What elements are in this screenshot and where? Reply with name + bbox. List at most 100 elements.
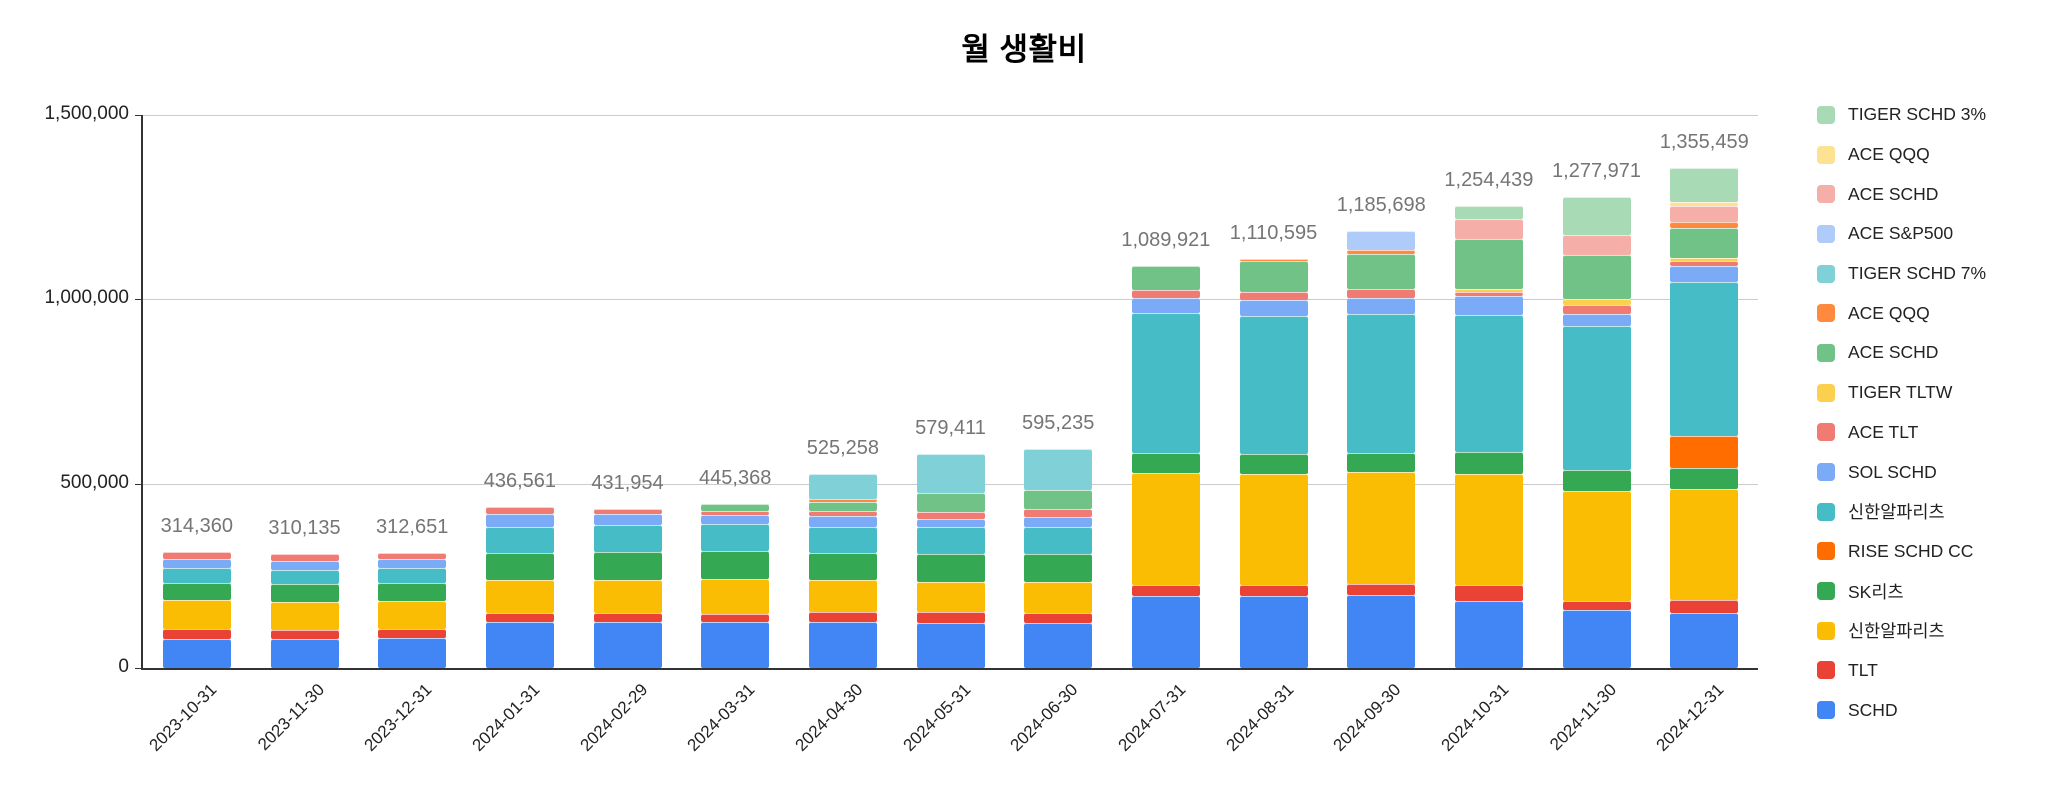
bar-segment[interactable]	[270, 601, 339, 630]
bar-segment[interactable]	[1239, 258, 1308, 262]
bar-segment[interactable]	[1239, 474, 1308, 585]
bar-segment[interactable]	[378, 552, 447, 559]
bar-segment[interactable]	[270, 629, 339, 639]
bar-segment[interactable]	[1131, 584, 1200, 596]
bar-segment[interactable]	[701, 503, 770, 511]
bar-segment[interactable]	[1131, 595, 1200, 668]
bar-segment[interactable]	[1239, 596, 1308, 668]
bar-segment[interactable]	[162, 558, 231, 569]
bar-segment[interactable]	[1562, 235, 1631, 255]
bar-segment[interactable]	[1347, 253, 1416, 290]
bar-segment[interactable]	[1454, 600, 1523, 668]
bar-segment[interactable]	[808, 621, 877, 668]
legend-item[interactable]: RISE SCHD CC	[1817, 532, 1986, 572]
bar-segment[interactable]	[1454, 288, 1523, 293]
legend-item[interactable]: TIGER SCHD 3%	[1817, 95, 1986, 135]
bar-segment[interactable]	[1024, 489, 1093, 509]
bar-segment[interactable]	[1670, 488, 1739, 601]
bar-segment[interactable]	[1670, 206, 1739, 223]
bar-segment[interactable]	[593, 621, 662, 668]
bar-segment[interactable]	[808, 510, 877, 516]
bar-segment[interactable]	[1131, 312, 1200, 454]
bar-segment[interactable]	[1347, 595, 1416, 668]
bar-segment[interactable]	[162, 600, 231, 629]
bar-segment[interactable]	[1670, 600, 1739, 614]
legend-item[interactable]: SK리츠	[1817, 571, 1986, 611]
legend-item[interactable]: ACE QQQ	[1817, 293, 1986, 333]
bar-segment[interactable]	[1024, 622, 1093, 668]
bar-segment[interactable]	[1239, 315, 1308, 455]
bar-segment[interactable]	[485, 527, 554, 554]
bar-segment[interactable]	[1562, 469, 1631, 492]
bar-segment[interactable]	[593, 508, 662, 514]
bar-segment[interactable]	[808, 527, 877, 553]
legend-item[interactable]: TLT	[1817, 651, 1986, 691]
bar-segment[interactable]	[593, 579, 662, 614]
bar-segment[interactable]	[1562, 491, 1631, 601]
legend-item[interactable]: ACE QQQ	[1817, 135, 1986, 175]
bar-segment[interactable]	[1454, 296, 1523, 316]
bar-segment[interactable]	[485, 613, 554, 623]
bar-segment[interactable]	[485, 513, 554, 528]
bar-segment[interactable]	[1562, 600, 1631, 611]
bar-segment[interactable]	[1239, 299, 1308, 316]
bar-segment[interactable]	[1347, 230, 1416, 250]
bar-segment[interactable]	[916, 511, 985, 519]
bar-segment[interactable]	[1347, 289, 1416, 298]
bar-segment[interactable]	[1454, 218, 1523, 239]
bar-segment[interactable]	[485, 622, 554, 668]
bar-segment[interactable]	[593, 551, 662, 580]
bar-segment[interactable]	[701, 514, 770, 525]
bar-segment[interactable]	[1454, 452, 1523, 475]
bar-segment[interactable]	[162, 568, 231, 583]
bar-segment[interactable]	[485, 580, 554, 614]
legend-item[interactable]: SOL SCHD	[1817, 452, 1986, 492]
bar-segment[interactable]	[270, 553, 339, 562]
bar-segment[interactable]	[1131, 266, 1200, 291]
bar-segment[interactable]	[808, 501, 877, 511]
bar-segment[interactable]	[808, 580, 877, 613]
bar-segment[interactable]	[1347, 584, 1416, 596]
bar-segment[interactable]	[378, 583, 447, 602]
bar-segment[interactable]	[378, 601, 447, 630]
bar-segment[interactable]	[1670, 468, 1739, 489]
bar-segment[interactable]	[1454, 205, 1523, 219]
legend-item[interactable]: ACE TLT	[1817, 413, 1986, 453]
bar-segment[interactable]	[378, 638, 447, 668]
bar-segment[interactable]	[808, 499, 877, 502]
bar-segment[interactable]	[162, 638, 231, 668]
bar-segment[interactable]	[1024, 448, 1093, 490]
legend-item[interactable]: SCHD	[1817, 690, 1986, 730]
bar-segment[interactable]	[808, 515, 877, 528]
bar-segment[interactable]	[1024, 612, 1093, 623]
bar-segment[interactable]	[378, 629, 447, 639]
bar-segment[interactable]	[916, 611, 985, 624]
bar-segment[interactable]	[1562, 298, 1631, 305]
bar-segment[interactable]	[1239, 261, 1308, 293]
bar-segment[interactable]	[1347, 472, 1416, 585]
bar-segment[interactable]	[916, 527, 985, 554]
bar-segment[interactable]	[916, 623, 985, 668]
bar-segment[interactable]	[1670, 168, 1739, 202]
bar-segment[interactable]	[1454, 474, 1523, 585]
bar-segment[interactable]	[701, 613, 770, 622]
bar-segment[interactable]	[1670, 201, 1739, 207]
bar-segment[interactable]	[1239, 584, 1308, 597]
bar-segment[interactable]	[1454, 584, 1523, 601]
bar-segment[interactable]	[1131, 297, 1200, 313]
bar-segment[interactable]	[1562, 254, 1631, 299]
bar-segment[interactable]	[1562, 304, 1631, 315]
bar-segment[interactable]	[1024, 553, 1093, 582]
bar-segment[interactable]	[1670, 613, 1739, 668]
bar-segment[interactable]	[1347, 453, 1416, 473]
bar-segment[interactable]	[1131, 453, 1200, 473]
bar-segment[interactable]	[701, 621, 770, 668]
bar-segment[interactable]	[593, 513, 662, 525]
bar-segment[interactable]	[1670, 265, 1739, 282]
bar-segment[interactable]	[916, 518, 985, 528]
bar-segment[interactable]	[808, 474, 877, 500]
bar-segment[interactable]	[593, 524, 662, 552]
bar-segment[interactable]	[916, 581, 985, 612]
bar-segment[interactable]	[378, 568, 447, 584]
legend-item[interactable]: 신한알파리츠	[1817, 611, 1986, 651]
